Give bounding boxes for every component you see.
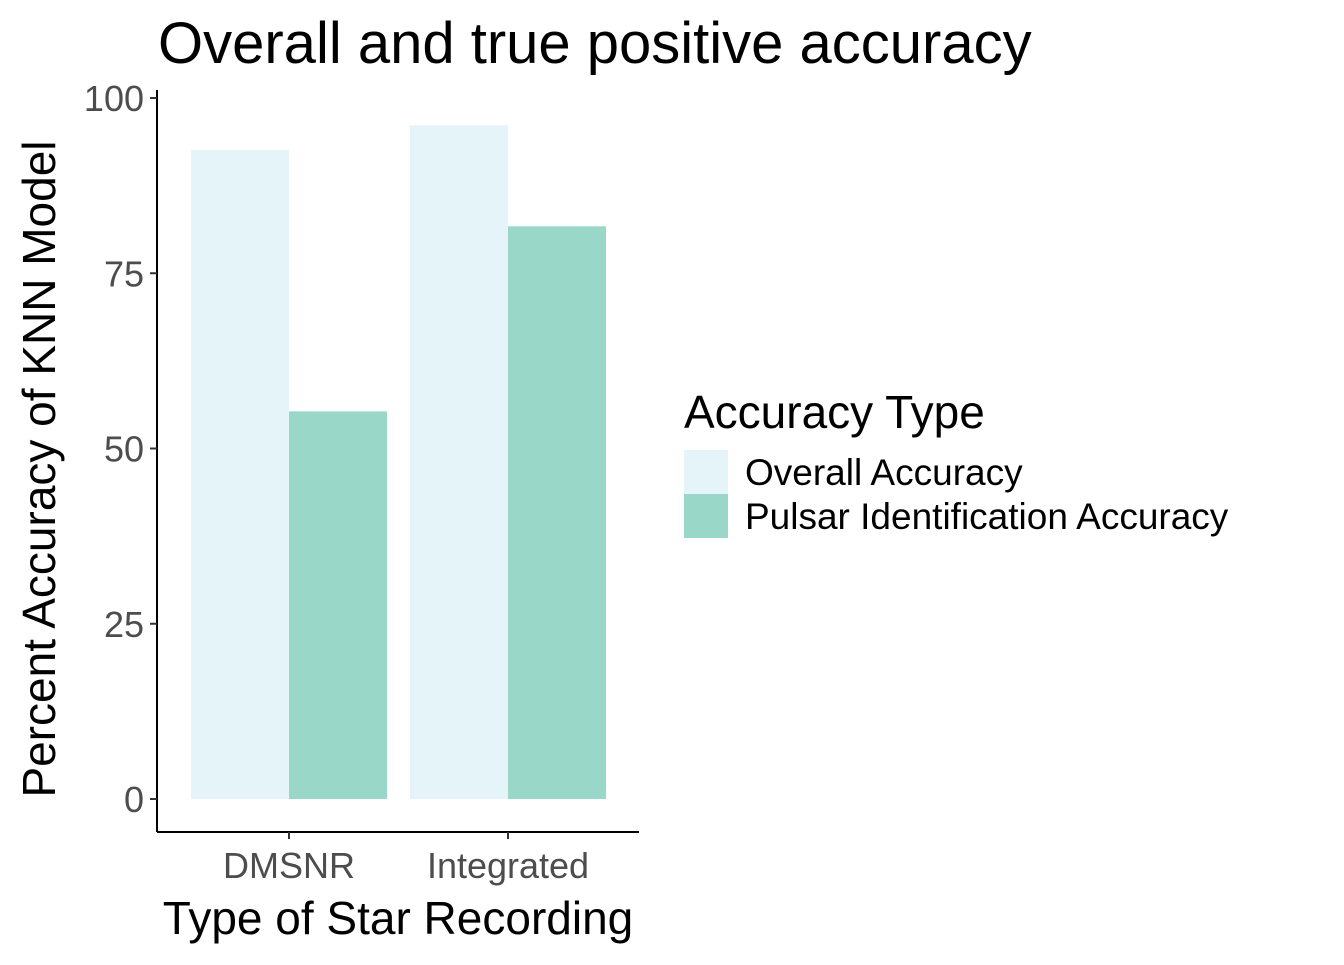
plot-area bbox=[191, 125, 606, 800]
legend-label-pulsar: Pulsar Identification Accuracy bbox=[745, 496, 1229, 537]
bar-integrated-pulsar bbox=[508, 226, 606, 799]
x-tick-label-dmsnr: DMSNR bbox=[223, 845, 355, 886]
bar-dmsnr-overall bbox=[191, 149, 289, 799]
x-axis-title: Type of Star Recording bbox=[163, 892, 633, 944]
y-axis-title: Percent Accuracy of KNN Model bbox=[13, 140, 65, 797]
y-tick-label-0: 0 bbox=[124, 779, 144, 820]
y-tick-label-50: 50 bbox=[104, 429, 144, 470]
bar-dmsnr-pulsar bbox=[289, 411, 387, 799]
y-tick-label-100: 100 bbox=[84, 78, 144, 119]
x-axis: DMSNR Integrated bbox=[157, 831, 639, 886]
legend-title: Accuracy Type bbox=[684, 386, 985, 438]
legend-key-pulsar bbox=[684, 494, 728, 538]
bar-integrated-overall bbox=[410, 125, 508, 800]
x-tick-label-integrated: Integrated bbox=[427, 845, 589, 886]
legend-key-overall bbox=[684, 450, 728, 494]
y-axis: 0 25 50 75 100 bbox=[84, 78, 158, 832]
y-tick-label-75: 75 bbox=[104, 253, 144, 294]
y-tick-label-25: 25 bbox=[104, 604, 144, 645]
chart-title: Overall and true positive accuracy bbox=[158, 11, 1032, 76]
legend-label-overall: Overall Accuracy bbox=[745, 452, 1023, 493]
